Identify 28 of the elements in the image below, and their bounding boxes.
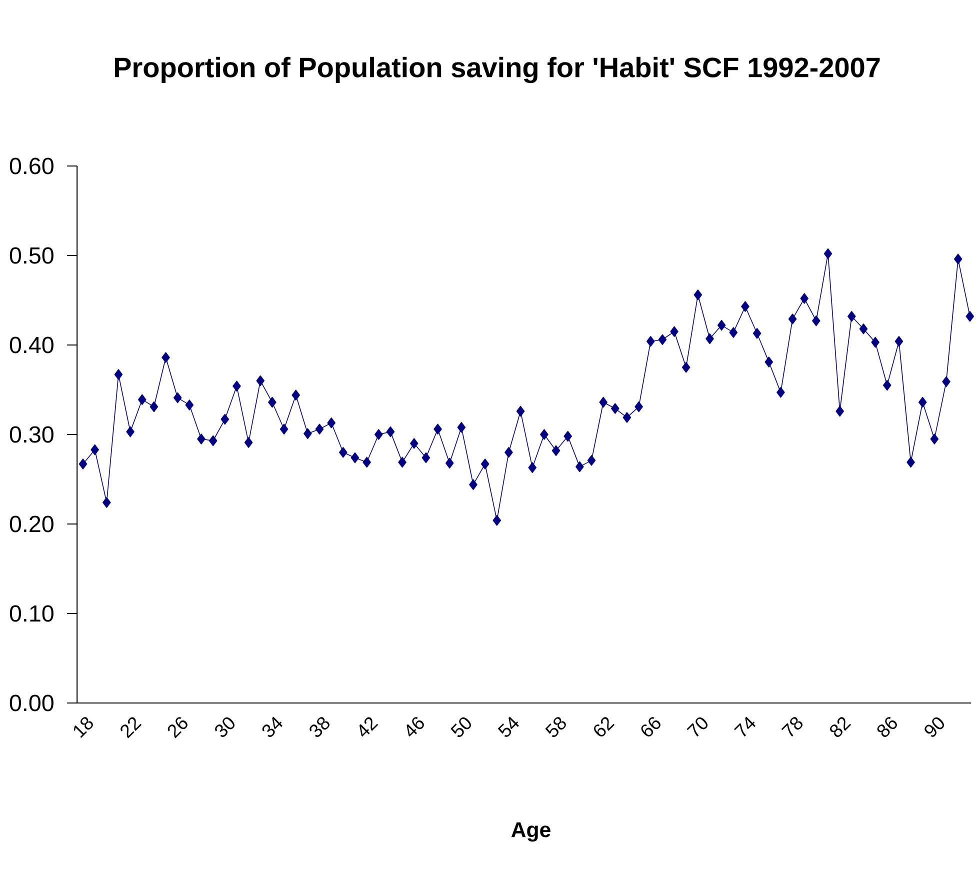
- x-tick-label: 58: [545, 717, 566, 737]
- x-tick-label: 26: [168, 717, 188, 738]
- x-tick-label: 54: [498, 716, 519, 737]
- y-tick-label: 0.40: [10, 336, 54, 354]
- x-tick-label: 82: [830, 717, 852, 737]
- y-tick-label: 0.50: [10, 247, 54, 264]
- x-axis-title: Age: [511, 822, 550, 842]
- y-tick-label: 0.10: [10, 605, 54, 622]
- y-tick-label: 0.00: [10, 694, 54, 712]
- x-tick-label: 38: [310, 717, 330, 737]
- y-tick-label: 0.20: [10, 516, 54, 532]
- x-tick-label: 18: [74, 717, 93, 738]
- y-tick-label: 0.30: [10, 426, 54, 443]
- x-tick-label: 74: [734, 716, 756, 737]
- y-tick-label: 0.60: [10, 158, 54, 174]
- x-tick-label: 46: [406, 717, 424, 737]
- x-tick-label: 62: [594, 717, 615, 736]
- x-tick-label: 86: [877, 717, 897, 737]
- x-tick-label: 34: [262, 716, 282, 737]
- x-tick-label: 22: [120, 717, 142, 738]
- chart-title: Proportion of Population saving for 'Habit' SCF 1992-2007: [114, 56, 880, 84]
- x-tick-label: 50: [450, 717, 471, 737]
- x-tick-label: 90: [924, 717, 944, 737]
- x-tick-label: 78: [781, 717, 802, 737]
- x-tick-label: 66: [641, 717, 660, 736]
- x-tick-label: 30: [215, 717, 234, 737]
- x-tick-label: 70: [686, 717, 708, 737]
- x-tick-label: 42: [359, 717, 378, 737]
